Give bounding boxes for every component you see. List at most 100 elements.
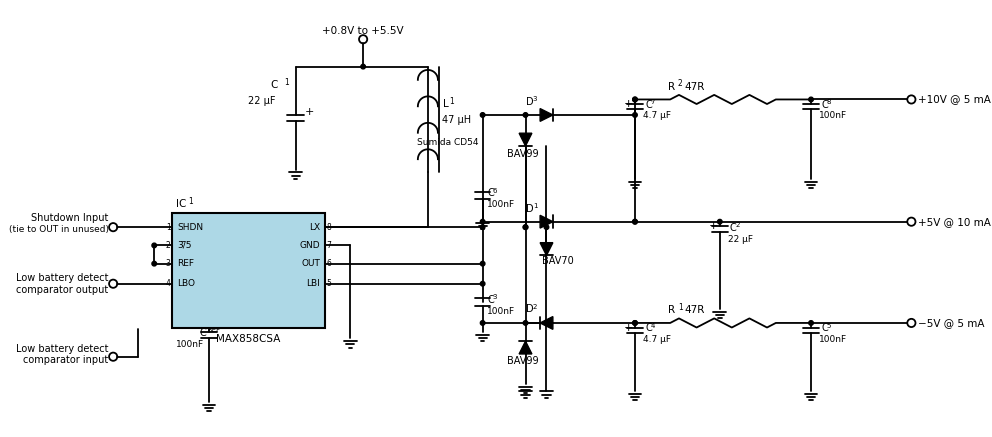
Text: C: C bbox=[645, 323, 652, 333]
Polygon shape bbox=[540, 108, 553, 121]
Text: +: + bbox=[305, 107, 314, 117]
Text: REF: REF bbox=[177, 259, 194, 268]
Text: 1: 1 bbox=[448, 97, 453, 106]
Text: LX: LX bbox=[310, 223, 320, 232]
Text: −5V @ 5 mA: −5V @ 5 mA bbox=[918, 318, 984, 328]
Circle shape bbox=[361, 64, 365, 69]
Text: 5: 5 bbox=[326, 279, 331, 288]
Text: 100nF: 100nF bbox=[487, 307, 515, 316]
Circle shape bbox=[480, 261, 485, 266]
Text: 100nF: 100nF bbox=[177, 340, 204, 349]
Text: C: C bbox=[270, 80, 278, 90]
Polygon shape bbox=[519, 133, 532, 146]
Text: +5V @ 10 mA: +5V @ 10 mA bbox=[918, 217, 991, 227]
Text: 3: 3 bbox=[166, 259, 171, 268]
Text: 1: 1 bbox=[284, 78, 289, 87]
Text: (tie to OUT in unused): (tie to OUT in unused) bbox=[9, 225, 108, 234]
Text: C: C bbox=[199, 328, 206, 338]
Text: 3: 3 bbox=[533, 97, 538, 102]
Text: 47 μH: 47 μH bbox=[441, 114, 471, 125]
Text: BAV99: BAV99 bbox=[507, 356, 539, 366]
Circle shape bbox=[633, 321, 637, 325]
Text: 4: 4 bbox=[166, 279, 171, 288]
Text: 2: 2 bbox=[735, 222, 740, 229]
Circle shape bbox=[480, 113, 485, 117]
Circle shape bbox=[633, 321, 637, 325]
Text: C: C bbox=[821, 100, 827, 110]
Circle shape bbox=[808, 97, 813, 102]
Text: 100nF: 100nF bbox=[487, 200, 515, 209]
Circle shape bbox=[808, 321, 813, 325]
Circle shape bbox=[523, 321, 528, 325]
Text: 1: 1 bbox=[533, 203, 538, 209]
Polygon shape bbox=[519, 341, 532, 354]
Text: 1: 1 bbox=[187, 197, 192, 206]
Text: 3/̅5: 3/̅5 bbox=[177, 241, 191, 250]
Text: D: D bbox=[527, 204, 534, 214]
FancyBboxPatch shape bbox=[173, 212, 324, 327]
Circle shape bbox=[545, 225, 549, 229]
Text: GND: GND bbox=[300, 241, 320, 250]
Text: 2: 2 bbox=[166, 241, 171, 250]
Text: SHDN: SHDN bbox=[177, 223, 203, 232]
Text: Shutdown Input: Shutdown Input bbox=[31, 213, 108, 223]
Text: 2: 2 bbox=[533, 304, 538, 309]
Text: Sumida CD54: Sumida CD54 bbox=[417, 138, 478, 147]
Circle shape bbox=[480, 281, 485, 286]
Text: 47R: 47R bbox=[684, 82, 704, 92]
Circle shape bbox=[480, 219, 485, 224]
Text: +0.8V to +5.5V: +0.8V to +5.5V bbox=[322, 25, 404, 35]
Text: MAX858CSA: MAX858CSA bbox=[216, 334, 281, 344]
Text: D: D bbox=[527, 304, 534, 314]
Circle shape bbox=[633, 97, 637, 102]
Circle shape bbox=[717, 219, 722, 224]
Text: 8: 8 bbox=[326, 223, 331, 232]
Text: 4.7 μF: 4.7 μF bbox=[643, 111, 672, 120]
Text: 7: 7 bbox=[651, 99, 655, 105]
Text: 3: 3 bbox=[493, 295, 497, 300]
Text: OUT: OUT bbox=[302, 259, 320, 268]
Text: +: + bbox=[624, 323, 633, 333]
Polygon shape bbox=[540, 215, 553, 228]
Polygon shape bbox=[540, 243, 553, 256]
Circle shape bbox=[523, 113, 528, 117]
Text: BAV70: BAV70 bbox=[542, 256, 573, 266]
Text: Low battery detect: Low battery detect bbox=[16, 344, 108, 354]
Text: 100nF: 100nF bbox=[819, 111, 847, 120]
Text: D: D bbox=[527, 97, 534, 107]
Text: 8: 8 bbox=[826, 99, 831, 105]
Circle shape bbox=[152, 261, 157, 266]
Text: 2: 2 bbox=[678, 80, 682, 88]
Text: R: R bbox=[668, 305, 675, 315]
Text: 5: 5 bbox=[826, 323, 831, 329]
Text: BAV99: BAV99 bbox=[507, 149, 539, 159]
Circle shape bbox=[480, 225, 485, 229]
Circle shape bbox=[633, 113, 637, 117]
Text: C: C bbox=[487, 295, 494, 305]
Text: 1: 1 bbox=[678, 303, 682, 312]
Text: +: + bbox=[708, 221, 718, 231]
Text: 6: 6 bbox=[326, 259, 331, 268]
Text: 7: 7 bbox=[326, 241, 331, 250]
Text: LBI: LBI bbox=[307, 279, 320, 288]
Circle shape bbox=[545, 219, 549, 224]
Text: C: C bbox=[487, 188, 494, 198]
Circle shape bbox=[480, 321, 485, 325]
Text: R: R bbox=[668, 82, 675, 92]
Circle shape bbox=[633, 219, 637, 224]
Text: comparator input: comparator input bbox=[24, 355, 108, 365]
Text: +10V @ 5 mA: +10V @ 5 mA bbox=[918, 94, 991, 104]
Text: C: C bbox=[645, 100, 652, 110]
Circle shape bbox=[633, 97, 637, 102]
Text: Low battery detect: Low battery detect bbox=[16, 273, 108, 283]
Circle shape bbox=[523, 225, 528, 229]
Text: comparator output: comparator output bbox=[16, 285, 108, 295]
Text: 22 μF: 22 μF bbox=[728, 236, 753, 244]
Text: 4.7 μF: 4.7 μF bbox=[643, 335, 672, 344]
Circle shape bbox=[152, 243, 157, 248]
Text: LBO: LBO bbox=[177, 279, 195, 288]
Text: IC: IC bbox=[177, 199, 186, 209]
Text: L: L bbox=[443, 99, 449, 109]
Text: 4: 4 bbox=[651, 323, 655, 329]
Circle shape bbox=[633, 219, 637, 224]
